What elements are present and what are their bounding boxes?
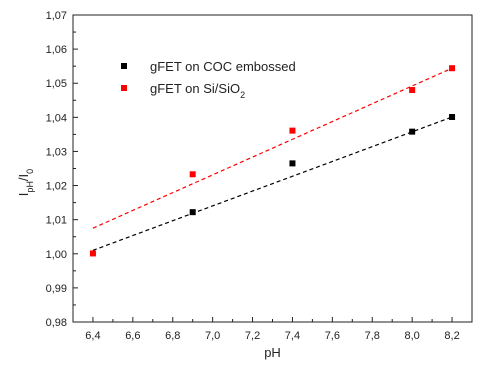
legend: gFET on COC embossed gFET on Si/SiO2 [121, 59, 296, 100]
fit-line-series-0 [92, 116, 453, 251]
x-tick-label: 8,0 [405, 330, 420, 342]
x-axis-title: pH [264, 345, 281, 360]
y-axis: 0,98 0,99 1,00 1,01 1,02 1,03 1,04 1,05 1,06 1,07 [46, 10, 78, 329]
data-point-series-1 [289, 127, 296, 134]
legend-marker [121, 85, 127, 91]
data-point-series-0 [189, 209, 196, 216]
data-point-series-0 [289, 160, 296, 167]
data-point-series-1 [449, 65, 456, 72]
markers [89, 65, 456, 257]
data-point-series-1 [189, 171, 196, 178]
x-tick-label: 8,2 [444, 330, 459, 342]
y-tick-label: 1,01 [46, 215, 67, 227]
x-tick-label: 7,8 [365, 330, 380, 342]
fit-line-series-1 [92, 67, 453, 229]
x-tick-label: 6,8 [165, 330, 180, 342]
fit-lines [92, 67, 453, 251]
y-tick-label: 1,03 [46, 146, 67, 158]
x-tick-label: 6,6 [125, 330, 140, 342]
x-tick-label: 7,6 [325, 330, 340, 342]
x-tick-label: 7,0 [205, 330, 220, 342]
legend-marker [121, 63, 127, 69]
y-tick-label: 1,00 [46, 249, 67, 261]
y-tick-label: 1,06 [46, 44, 67, 56]
x-axis: 6,4 6,6 6,8 7,0 7,2 7,4 7,6 7,8 8,0 8,2 [85, 317, 460, 342]
y-tick-label: 0,99 [46, 283, 67, 295]
y-tick-label: 1,07 [46, 10, 67, 22]
x-tick-label: 7,4 [285, 330, 300, 342]
y-tick-label: 1,04 [46, 112, 67, 124]
data-point-series-0 [409, 128, 416, 135]
y-tick-label: 0,98 [46, 317, 67, 329]
y-axis-title: IpH/I0 [16, 169, 35, 196]
data-point-series-1 [89, 250, 96, 257]
legend-label: gFET on Si/SiO2 [150, 81, 245, 100]
x-tick-label: 6,4 [85, 330, 100, 342]
y-tick-label: 1,05 [46, 78, 67, 90]
x-tick-label: 7,2 [245, 330, 260, 342]
legend-label: gFET on COC embossed [150, 59, 296, 74]
y-tick-label: 1,02 [46, 181, 67, 193]
data-point-series-1 [409, 87, 416, 94]
data-point-series-0 [449, 113, 456, 120]
